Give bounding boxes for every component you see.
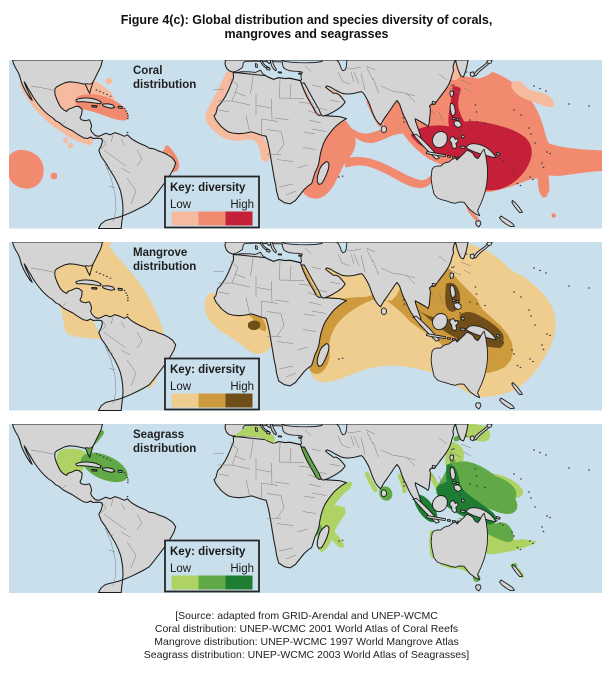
svg-text:High: High: [230, 381, 254, 393]
svg-text:Key: diversity: Key: diversity: [170, 182, 246, 194]
svg-text:Key: diversity: Key: diversity: [170, 546, 246, 558]
svg-text:Key: diversity: Key: diversity: [170, 364, 246, 376]
svg-text:distribution: distribution: [133, 261, 196, 273]
svg-text:Low: Low: [170, 381, 192, 393]
svg-text:Low: Low: [170, 199, 192, 211]
svg-text:Seagrass: Seagrass: [133, 429, 184, 441]
svg-text:Low: Low: [170, 563, 192, 575]
svg-text:distribution: distribution: [133, 443, 196, 455]
svg-text:High: High: [230, 199, 254, 211]
svg-text:distribution: distribution: [133, 79, 196, 91]
svg-text:Mangrove: Mangrove: [133, 247, 187, 259]
svg-text:High: High: [230, 563, 254, 575]
svg-text:Coral: Coral: [133, 65, 162, 77]
